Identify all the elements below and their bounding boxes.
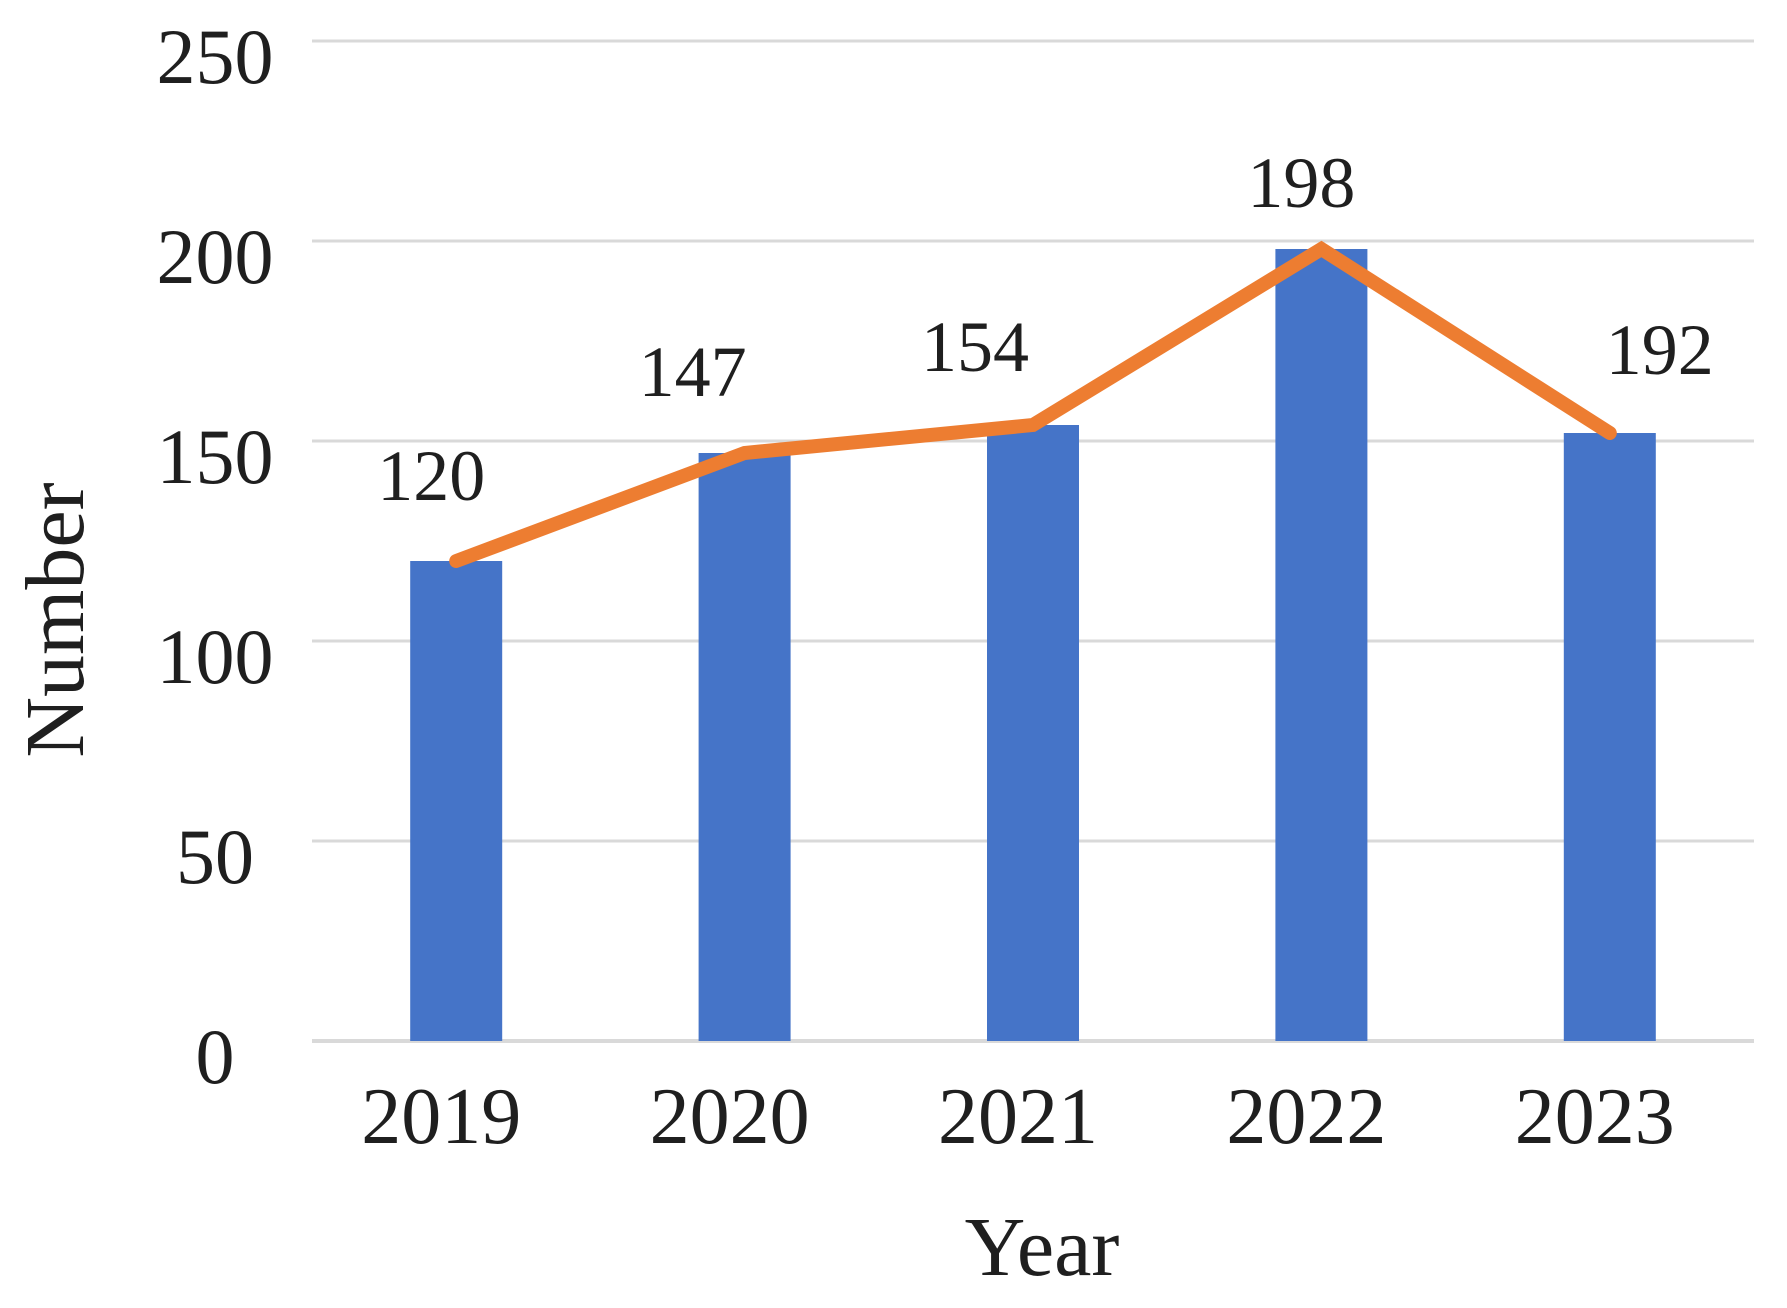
y-tick-label-0: 0 [195,1013,235,1100]
x-axis-title: Year [964,1201,1120,1294]
x-tick-label-2020: 2020 [649,1073,810,1161]
x-tick-label-2021: 2021 [938,1073,1098,1161]
y-tick-label-250: 250 [156,13,274,100]
y-tick-label-50: 50 [176,813,254,900]
bar-2020 [698,453,791,1041]
bar-2019 [410,561,503,1041]
y-tick-label-100: 100 [156,613,274,700]
data-label-2021: 154 [921,307,1029,387]
y-tick-label-150: 150 [156,413,274,500]
x-tick-label-2019: 2019 [361,1073,522,1161]
x-tick-label-2022: 2022 [1226,1073,1387,1161]
bar-2023 [1563,433,1656,1041]
data-label-2023: 192 [1605,310,1714,390]
bar-2021 [987,425,1079,1041]
y-tick-label-200: 200 [156,213,274,300]
data-label-2022: 198 [1247,143,1356,223]
data-label-2020: 147 [638,332,747,412]
data-label-2019: 120 [377,436,486,516]
x-tick-label-2023: 2023 [1514,1073,1675,1161]
bar-2022 [1275,249,1368,1041]
trend-line [449,240,1617,568]
y-axis-title: Number [9,482,102,758]
